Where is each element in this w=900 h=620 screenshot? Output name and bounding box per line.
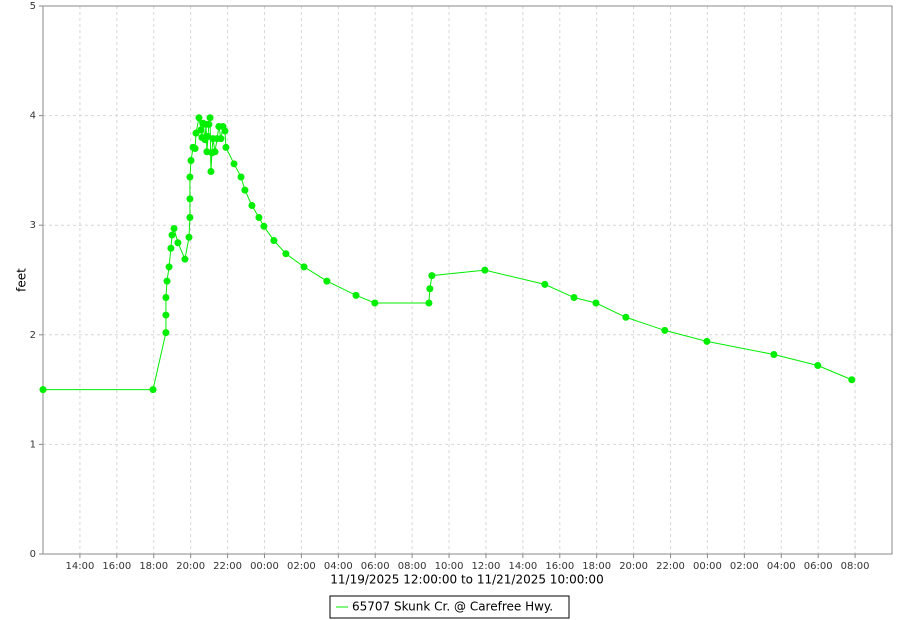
x-tick-label: 06:00 xyxy=(804,561,833,572)
data-point xyxy=(661,326,669,334)
data-point xyxy=(217,135,225,143)
data-point xyxy=(206,114,214,122)
data-point xyxy=(622,313,630,321)
x-axis-label: 11/19/2025 12:00:00 to 11/21/2025 10:00:… xyxy=(330,573,603,587)
data-point xyxy=(270,237,278,245)
x-tick-label: 14:00 xyxy=(508,561,537,572)
data-point xyxy=(426,285,434,293)
data-point xyxy=(323,277,331,285)
legend-label: 65707 Skunk Cr. @ Carefree Hwy. xyxy=(352,600,553,614)
data-point xyxy=(237,173,245,181)
data-point xyxy=(260,222,268,230)
y-tick-label: 5 xyxy=(30,1,36,12)
data-point xyxy=(282,250,290,258)
y-axis-label: feet xyxy=(15,268,29,292)
y-tick-label: 3 xyxy=(30,220,36,231)
x-tick-label: 16:00 xyxy=(545,561,574,572)
data-point xyxy=(185,233,193,241)
x-tick-label: 12:00 xyxy=(472,561,501,572)
y-tick-label: 4 xyxy=(30,111,36,122)
x-tick-label: 20:00 xyxy=(176,561,205,572)
x-tick-label: 20:00 xyxy=(619,561,648,572)
x-tick-label: 08:00 xyxy=(398,561,427,572)
x-tick-label: 04:00 xyxy=(767,561,796,572)
data-point xyxy=(165,263,173,271)
y-tick-label: 0 xyxy=(30,549,36,560)
x-tick-label: 18:00 xyxy=(582,561,611,572)
data-point xyxy=(207,167,215,175)
data-point xyxy=(255,214,263,222)
x-tick-label: 08:00 xyxy=(841,561,870,572)
y-tick-label: 2 xyxy=(30,330,36,341)
x-tick-label: 22:00 xyxy=(213,561,242,572)
data-point xyxy=(770,351,778,359)
x-tick-label: 16:00 xyxy=(102,561,131,572)
data-point xyxy=(195,114,203,122)
data-point xyxy=(481,266,489,274)
x-tick-label: 18:00 xyxy=(139,561,168,572)
data-point xyxy=(428,272,436,280)
data-point xyxy=(425,299,433,307)
data-point xyxy=(167,244,175,252)
data-point xyxy=(186,195,194,203)
data-point xyxy=(163,277,171,285)
data-point xyxy=(371,299,379,307)
data-point xyxy=(248,201,256,209)
data-point xyxy=(186,173,194,181)
x-tick-label: 14:00 xyxy=(65,561,94,572)
data-point xyxy=(39,386,47,394)
data-point xyxy=(174,239,182,247)
x-tick-label: 10:00 xyxy=(435,561,464,572)
data-point xyxy=(230,160,238,168)
data-point xyxy=(541,280,549,288)
y-tick-label: 1 xyxy=(30,439,36,450)
data-point xyxy=(221,127,229,135)
data-point xyxy=(211,148,219,156)
data-point xyxy=(703,337,711,345)
data-point xyxy=(187,157,195,165)
data-point xyxy=(170,224,178,232)
data-point xyxy=(162,294,170,302)
data-point xyxy=(162,329,170,337)
x-tick-label: 22:00 xyxy=(656,561,685,572)
x-tick-label: 06:00 xyxy=(361,561,390,572)
data-point xyxy=(162,311,170,319)
data-point xyxy=(205,120,213,128)
data-point xyxy=(181,255,189,263)
data-point xyxy=(191,144,199,152)
data-point xyxy=(168,231,176,239)
data-point xyxy=(149,386,157,394)
x-tick-label: 00:00 xyxy=(693,561,722,572)
x-tick-label: 04:00 xyxy=(324,561,353,572)
data-point xyxy=(197,126,205,134)
x-tick-label: 00:00 xyxy=(250,561,279,572)
data-point xyxy=(848,376,856,384)
data-point xyxy=(186,214,194,222)
data-point xyxy=(192,129,200,137)
data-point xyxy=(814,361,822,369)
data-point xyxy=(570,294,578,302)
data-point xyxy=(300,263,308,271)
plot-frame xyxy=(42,5,893,555)
x-tick-label: 02:00 xyxy=(730,561,759,572)
data-point xyxy=(352,291,360,299)
x-tick-label: 02:00 xyxy=(287,561,316,572)
data-point xyxy=(222,143,230,151)
legend-box xyxy=(329,595,570,619)
data-point xyxy=(241,186,249,194)
data-point xyxy=(592,299,600,307)
